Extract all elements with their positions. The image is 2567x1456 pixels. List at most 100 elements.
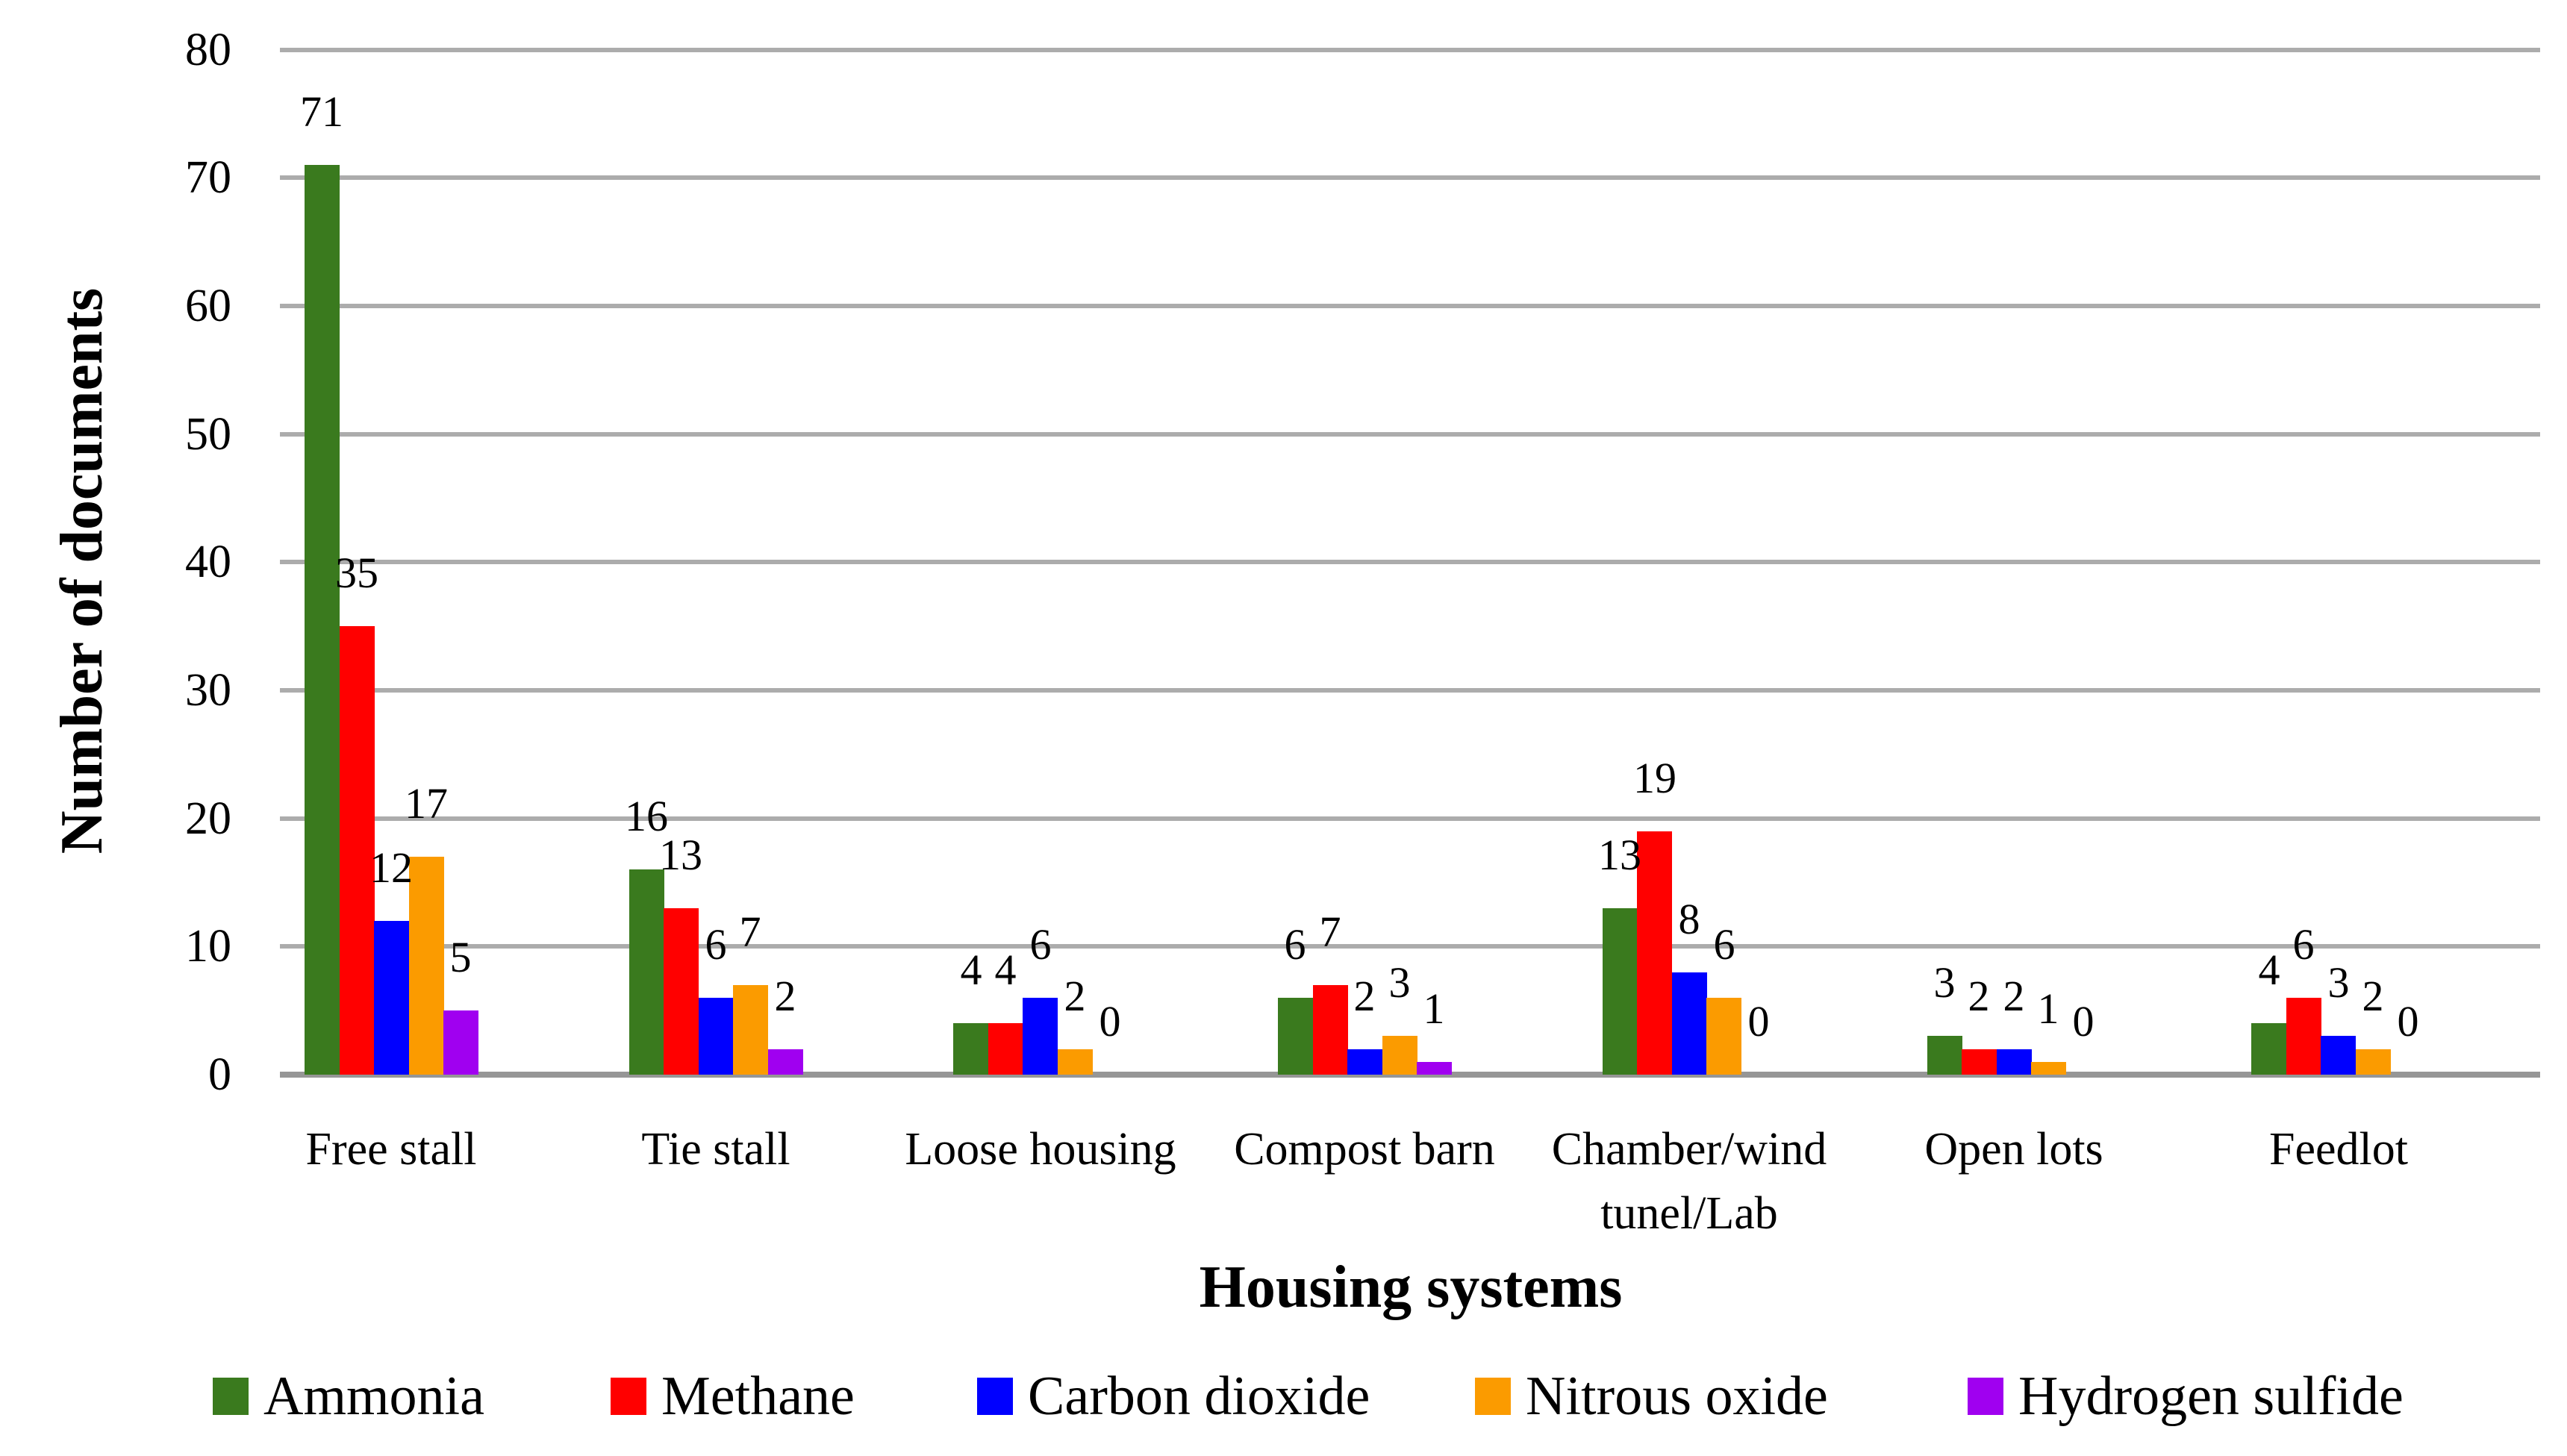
bar-methane <box>1313 985 1348 1075</box>
data-label: 2 <box>1064 972 1086 1020</box>
bar-hydrogen-sulfide <box>768 1049 803 1075</box>
data-label: 4 <box>2258 946 2280 994</box>
y-tick-label-0: 0 <box>208 1049 231 1100</box>
legend-swatch-hydrogen-sulfide <box>1968 1378 2003 1415</box>
data-label: 3 <box>1388 958 1411 1007</box>
data-label: 16 <box>625 792 668 840</box>
data-label: 17 <box>405 779 448 828</box>
data-label: 2 <box>2362 972 2384 1020</box>
data-label: 6 <box>1029 920 1052 969</box>
data-label: 3 <box>2327 958 2350 1007</box>
bar-carbon-dioxide <box>1672 972 1707 1075</box>
gridline-y-30 <box>280 688 2540 693</box>
legend-label-nitrous-oxide: Nitrous oxide <box>1526 1366 1828 1427</box>
category-label: Open lots <box>1924 1124 2103 1175</box>
bar-ammonia <box>2251 1023 2286 1075</box>
bar-nitrous-oxide <box>1382 1036 1417 1075</box>
legend-label-methane: Methane <box>661 1366 855 1427</box>
data-label: 4 <box>960 946 982 994</box>
bar-methane <box>988 1023 1023 1075</box>
data-label: 19 <box>1633 754 1676 802</box>
data-label: 1 <box>2037 984 2059 1033</box>
data-label: 6 <box>1713 920 1735 969</box>
data-label: 8 <box>1678 895 1700 943</box>
bar-carbon-dioxide <box>2321 1036 2356 1075</box>
legend-swatch-nitrous-oxide <box>1475 1378 1511 1415</box>
data-label: 35 <box>335 549 378 597</box>
y-tick-label-50: 50 <box>185 409 231 460</box>
data-label: 13 <box>1598 831 1641 879</box>
data-label: 2 <box>1968 972 1990 1020</box>
bar-methane <box>1962 1049 1997 1075</box>
bar-nitrous-oxide <box>409 857 444 1075</box>
bar-ammonia <box>629 869 664 1075</box>
y-tick-label-40: 40 <box>185 537 231 587</box>
bar-nitrous-oxide <box>2356 1049 2391 1075</box>
bar-methane <box>1637 831 1672 1075</box>
data-label: 5 <box>449 933 472 981</box>
data-label: 0 <box>1099 997 1121 1046</box>
y-tick-label-60: 60 <box>185 281 231 331</box>
data-label: 6 <box>2292 920 2315 969</box>
data-label: 0 <box>2072 997 2095 1046</box>
y-tick-label-30: 30 <box>185 665 231 716</box>
bar-ammonia <box>1603 908 1638 1075</box>
bar-carbon-dioxide <box>1347 1049 1382 1075</box>
gridline-y-70 <box>280 175 2540 180</box>
data-label: 1 <box>1423 984 1445 1033</box>
data-label: 13 <box>659 831 702 879</box>
data-label: 2 <box>1353 972 1376 1020</box>
bar-nitrous-oxide <box>733 985 768 1075</box>
bar-ammonia <box>1927 1036 1962 1075</box>
data-label: 6 <box>705 920 727 969</box>
data-label: 71 <box>300 87 343 136</box>
gridline-y-40 <box>280 560 2540 564</box>
bar-methane <box>340 626 375 1075</box>
data-label: 7 <box>739 907 761 956</box>
gridline-y-20 <box>280 816 2540 821</box>
y-tick-label-70: 70 <box>185 152 231 203</box>
bar-carbon-dioxide <box>1997 1049 2032 1075</box>
bar-ammonia <box>953 1023 988 1075</box>
data-label: 2 <box>774 972 796 1020</box>
data-label: 0 <box>2397 997 2419 1046</box>
legend-swatch-ammonia <box>213 1378 249 1415</box>
bar-hydrogen-sulfide <box>1417 1062 1452 1075</box>
data-label: 0 <box>1747 997 1770 1046</box>
y-tick-label-10: 10 <box>185 921 231 972</box>
data-label: 4 <box>994 946 1017 994</box>
category-label: Free stall <box>305 1124 477 1175</box>
data-label: 12 <box>369 843 413 892</box>
y-tick-label-80: 80 <box>185 25 231 75</box>
bar-ammonia <box>305 165 340 1075</box>
bar-carbon-dioxide <box>1023 998 1058 1075</box>
bar-carbon-dioxide <box>699 998 734 1075</box>
data-label: 3 <box>1933 958 1956 1007</box>
x-axis-line <box>280 1072 2540 1078</box>
data-label: 7 <box>1319 907 1341 956</box>
gridline-y-10 <box>280 944 2540 949</box>
data-label: 2 <box>2003 972 2025 1020</box>
data-label: 6 <box>1284 920 1306 969</box>
legend-swatch-carbon-dioxide <box>977 1378 1013 1415</box>
legend-swatch-methane <box>611 1378 646 1415</box>
legend-label-hydrogen-sulfide: Hydrogen sulfide <box>2018 1366 2404 1427</box>
category-label: Loose housing <box>905 1124 1176 1175</box>
bar-nitrous-oxide <box>2031 1062 2066 1075</box>
category-label: Chamber/wind tunel/Lab <box>1551 1124 1827 1239</box>
bar-methane <box>2286 998 2321 1075</box>
bar-methane <box>664 908 699 1075</box>
bar-nitrous-oxide <box>1058 1049 1093 1075</box>
category-label: Tie stall <box>641 1124 790 1175</box>
category-label: Feedlot <box>2269 1124 2408 1175</box>
bar-hydrogen-sulfide <box>443 1010 478 1075</box>
legend-label-ammonia: Ammonia <box>263 1366 484 1427</box>
gridline-y-50 <box>280 432 2540 437</box>
gridline-y-80 <box>280 48 2540 52</box>
bar-ammonia <box>1278 998 1313 1075</box>
y-tick-label-20: 20 <box>185 793 231 844</box>
gridline-y-60 <box>280 304 2540 308</box>
legend-label-carbon-dioxide: Carbon dioxide <box>1028 1366 1370 1427</box>
bar-carbon-dioxide <box>374 921 409 1075</box>
